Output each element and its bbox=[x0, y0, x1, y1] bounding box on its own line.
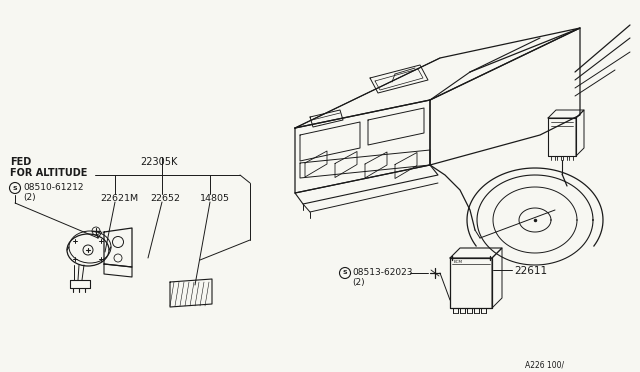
Text: S: S bbox=[13, 186, 17, 190]
Text: FED: FED bbox=[10, 157, 31, 167]
Text: ECM: ECM bbox=[454, 260, 463, 264]
Text: 14805: 14805 bbox=[200, 194, 230, 203]
Text: S: S bbox=[342, 270, 348, 276]
Text: FOR ALTITUDE: FOR ALTITUDE bbox=[10, 168, 88, 178]
Text: (2): (2) bbox=[352, 278, 365, 287]
Text: 22621M: 22621M bbox=[100, 194, 138, 203]
Text: 22305K: 22305K bbox=[140, 157, 177, 167]
Text: (2): (2) bbox=[23, 193, 36, 202]
Text: 22652: 22652 bbox=[150, 194, 180, 203]
Text: 08510-61212: 08510-61212 bbox=[23, 183, 83, 192]
Text: A226 100/: A226 100/ bbox=[525, 360, 564, 369]
Text: 22611: 22611 bbox=[514, 266, 547, 276]
Text: 08513-62023: 08513-62023 bbox=[352, 268, 413, 277]
